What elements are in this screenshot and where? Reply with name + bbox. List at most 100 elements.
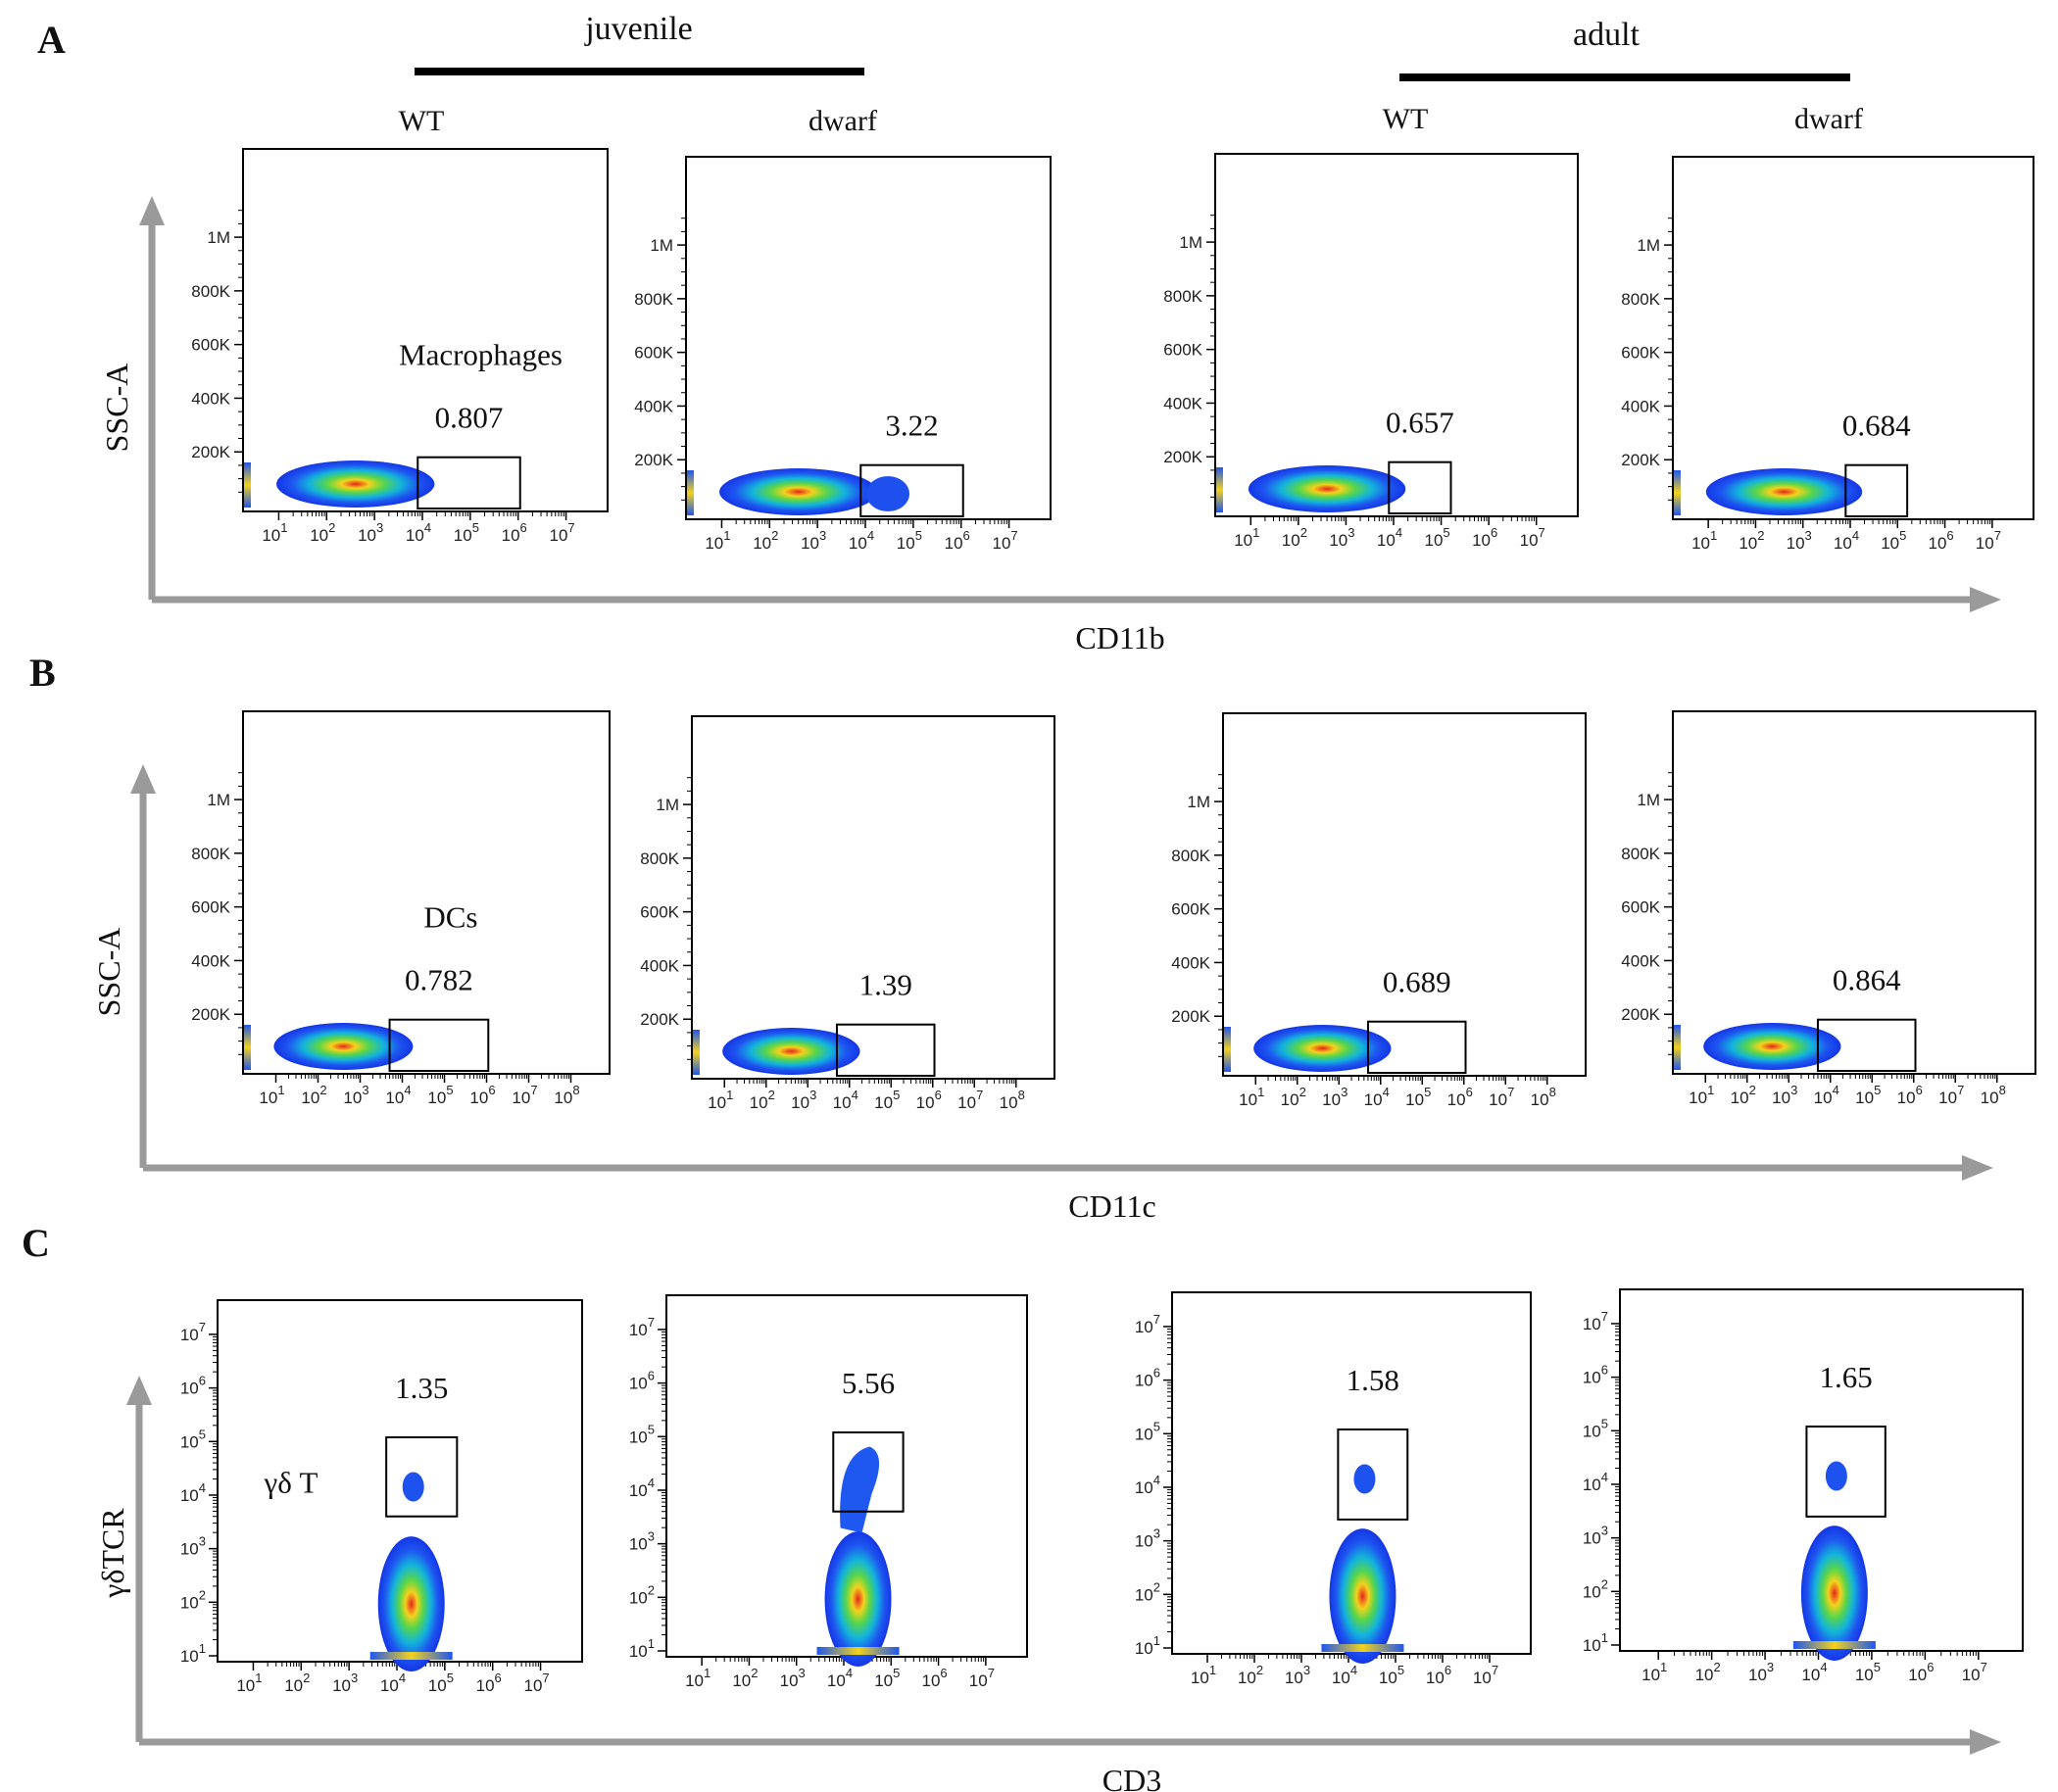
column-label-juvenile-wt: WT xyxy=(399,105,445,137)
y-tick-label: 200K xyxy=(191,1005,230,1024)
gate-percentage: 1.58 xyxy=(1347,1363,1399,1397)
x-tick-label: 106 xyxy=(476,1671,502,1695)
x-tick-label: 105 xyxy=(874,1088,900,1112)
x-tick-label: 101 xyxy=(1234,525,1259,550)
density-axis-edge xyxy=(1792,1641,1876,1649)
x-tick-label: 105 xyxy=(897,528,922,553)
x-tick-label: 105 xyxy=(1855,1083,1881,1107)
gate-percentage: 3.22 xyxy=(885,409,938,443)
x-tick-label: 103 xyxy=(1787,528,1812,553)
y-tick-label: 600K xyxy=(191,898,230,917)
panel-c-ylabel: γδTCR xyxy=(95,1508,130,1599)
x-tick-label: 103 xyxy=(343,1083,368,1107)
x-tick-label: 105 xyxy=(1855,1660,1881,1684)
x-tick-label: 106 xyxy=(945,528,970,553)
y-tick-label: 200K xyxy=(1171,1007,1210,1026)
x-tick-label: 104 xyxy=(1364,1085,1390,1109)
x-tick-label: 102 xyxy=(753,528,778,553)
y-tick-label: 101 xyxy=(1583,1630,1608,1655)
y-tick-label: 103 xyxy=(1135,1526,1160,1551)
x-tick-label: 101 xyxy=(259,1083,284,1107)
subplot-a-3: 101 102 103 104 105 106 107 200K 400K 600K 800K 1M 0… xyxy=(1163,153,1579,550)
y-tick-label: 200K xyxy=(191,443,230,461)
subplot-c-1: 101 102 103 104 105 106 107 101 102 103 104 105 106 1… xyxy=(180,1299,583,1695)
y-tick-label: 600K xyxy=(640,903,679,922)
x-tick-label: 104 xyxy=(1814,1083,1839,1107)
gate-rectangle xyxy=(1844,463,1909,517)
panel-c-axes xyxy=(126,1376,2001,1755)
gate-percentage: 0.684 xyxy=(1842,409,1911,443)
y-tick-label: 200K xyxy=(634,451,673,469)
y-tick-label: 400K xyxy=(640,956,679,975)
x-tick-label: 101 xyxy=(708,1088,733,1112)
y-tick-label: 800K xyxy=(1163,287,1202,306)
x-tick-label: 106 xyxy=(1897,1083,1923,1107)
plot-frame xyxy=(1672,156,2034,520)
gate-percentage: 1.35 xyxy=(395,1371,448,1405)
y-tick-label: 105 xyxy=(629,1422,655,1446)
x-tick-label: 107 xyxy=(512,1083,537,1107)
x-tick-label: 101 xyxy=(1642,1660,1667,1684)
x-tick-label: 107 xyxy=(1962,1660,1987,1684)
y-tick-label: 101 xyxy=(1135,1633,1160,1658)
density-cluster xyxy=(273,1023,414,1070)
y-tick-label: 400K xyxy=(1163,394,1202,412)
plot-frame xyxy=(1222,712,1587,1077)
subplot-a-2: 101 102 103 104 105 106 107 200K 400K 600K 800K 1M 3… xyxy=(634,156,1052,553)
x-tick-label: 105 xyxy=(454,520,479,545)
y-tick-label: 400K xyxy=(1621,951,1660,970)
x-tick-label: 101 xyxy=(1691,528,1717,553)
y-tick-label: 107 xyxy=(1583,1309,1608,1333)
panel-letter-a: A xyxy=(37,18,66,62)
x-tick-label: 105 xyxy=(1379,1663,1404,1687)
density-cluster xyxy=(1253,1025,1392,1072)
x-tick-label: 103 xyxy=(1285,1663,1310,1687)
x-tick-label: 104 xyxy=(1332,1663,1357,1687)
density-cluster xyxy=(276,460,435,508)
x-tick-label: 104 xyxy=(1377,525,1402,550)
y-tick-label: 800K xyxy=(634,290,673,309)
x-tick-label: 103 xyxy=(1748,1660,1774,1684)
x-tick-label: 105 xyxy=(1405,1085,1431,1109)
y-tick-label: 102 xyxy=(1583,1576,1608,1601)
subplot-a-4: 101 102 103 104 105 106 107 200K 400K 600K 800K 1M 0… xyxy=(1621,156,2034,553)
y-tick-label: 600K xyxy=(1621,344,1660,363)
x-tick-label: 106 xyxy=(1426,1663,1451,1687)
gate-percentage: 0.807 xyxy=(435,401,504,435)
y-tick-label: 106 xyxy=(1583,1363,1608,1387)
x-tick-label: 101 xyxy=(1239,1085,1264,1109)
subplots: 101 102 103 104 105 106 107 200K 400K 600K 800K 1M 0… xyxy=(180,148,2036,1695)
x-tick-label: 106 xyxy=(1928,528,1953,553)
gate-rectangle xyxy=(832,1430,905,1513)
y-tick-label: 101 xyxy=(180,1641,206,1666)
x-tick-label: 103 xyxy=(332,1671,358,1695)
y-tick-label: 103 xyxy=(1583,1524,1608,1548)
x-tick-label: 106 xyxy=(502,520,527,545)
x-tick-label: 101 xyxy=(262,520,287,545)
x-tick-label: 102 xyxy=(750,1088,775,1112)
density-cluster xyxy=(1703,1023,1841,1070)
y-tick-label: 107 xyxy=(1135,1312,1160,1336)
y-tick-label: 105 xyxy=(1135,1419,1160,1443)
y-tick-label: 800K xyxy=(640,849,679,868)
y-tick-label: 104 xyxy=(1135,1473,1160,1497)
y-tick-label: 1M xyxy=(1187,793,1210,811)
density-cluster xyxy=(719,468,878,515)
x-tick-label: 104 xyxy=(1801,1660,1827,1684)
y-tick-label: 800K xyxy=(191,282,230,301)
x-tick-label: 104 xyxy=(833,1088,858,1112)
y-tick-label: 800K xyxy=(1621,845,1660,863)
x-tick-label: 103 xyxy=(1322,1085,1348,1109)
panel-letter-b: B xyxy=(29,651,56,695)
x-tick-label: 106 xyxy=(1908,1660,1934,1684)
y-tick-label: 400K xyxy=(1171,953,1210,972)
x-tick-label: 101 xyxy=(236,1671,262,1695)
gate-rectangle xyxy=(1388,460,1452,514)
y-tick-label: 103 xyxy=(629,1529,655,1554)
y-tick-label: 200K xyxy=(1621,451,1660,469)
x-tick-label: 103 xyxy=(1772,1083,1797,1107)
x-tick-label: 105 xyxy=(1881,528,1906,553)
gate-rectangle xyxy=(835,1023,936,1078)
x-tick-label: 107 xyxy=(1489,1085,1514,1109)
gate-percentage: 0.657 xyxy=(1386,406,1454,440)
